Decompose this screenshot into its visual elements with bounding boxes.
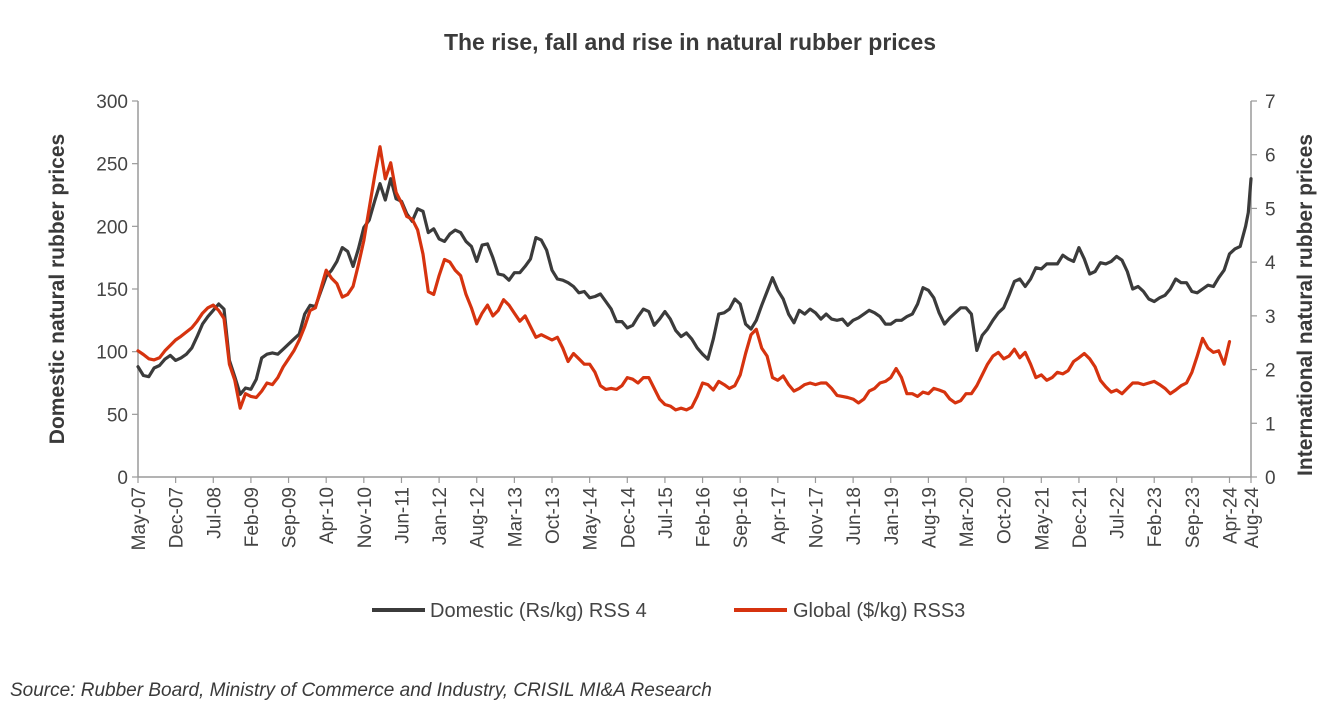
source-note: Source: Rubber Board, Ministry of Commer… bbox=[10, 680, 712, 701]
y-tick-label-right: 3 bbox=[1265, 307, 1276, 328]
series-line-domestic bbox=[136, 177, 1253, 396]
x-tick-label: Sep-23 bbox=[1183, 487, 1204, 548]
rubber-price-chart: The rise, fall and rise in natural rubbe… bbox=[46, 29, 1317, 622]
y-tick-label-left: 300 bbox=[96, 92, 128, 113]
x-tick-label: Apr-24 bbox=[1220, 487, 1241, 544]
x-tick-label: May-07 bbox=[129, 487, 150, 550]
x-tick-label: Jul-08 bbox=[204, 487, 225, 539]
x-tick-label: Feb-23 bbox=[1145, 487, 1166, 547]
y-tick-label-right: 1 bbox=[1265, 414, 1276, 435]
x-tick-label: Apr-17 bbox=[769, 487, 790, 544]
y-axis-title-left: Domestic natural rubber prices bbox=[46, 134, 69, 444]
y-tick-label-left: 150 bbox=[96, 280, 128, 301]
y-tick-label-right: 5 bbox=[1265, 199, 1276, 220]
y-tick-label-left: 250 bbox=[96, 155, 128, 176]
x-tick-label: May-21 bbox=[1032, 487, 1053, 550]
x-tick-label: Aug-24 bbox=[1242, 487, 1263, 549]
series-lines bbox=[136, 145, 1253, 412]
x-tick-label: Jul-15 bbox=[656, 487, 677, 539]
y-tick-label-right: 0 bbox=[1265, 468, 1276, 489]
x-tick-label: Jan-12 bbox=[430, 487, 451, 545]
x-tick-label: Jul-22 bbox=[1108, 487, 1129, 539]
x-tick-label: Nov-10 bbox=[355, 487, 376, 548]
y-tick-label-right: 7 bbox=[1265, 92, 1276, 113]
legend-label-domestic: Domestic (Rs/kg) RSS 4 bbox=[430, 600, 647, 622]
y-tick-label-left: 200 bbox=[96, 217, 128, 238]
x-tick-label: Feb-09 bbox=[242, 487, 263, 547]
x-tick-label: Dec-14 bbox=[618, 487, 639, 549]
x-tick-label: May-14 bbox=[581, 487, 602, 551]
y-tick-label-left: 50 bbox=[107, 405, 128, 426]
y-axis-title-right: International natural rubber prices bbox=[1294, 134, 1317, 476]
x-tick-label: Sep-09 bbox=[280, 487, 301, 548]
y-tick-label-left: 100 bbox=[96, 343, 128, 364]
x-tick-label: Mar-20 bbox=[957, 487, 978, 547]
x-tick-label: Oct-20 bbox=[995, 487, 1016, 544]
x-tick-label: Apr-10 bbox=[317, 487, 338, 544]
x-tick-label: Jun-18 bbox=[844, 487, 865, 545]
x-tick-label: Jan-19 bbox=[882, 487, 903, 545]
axes-group: 0 50 100 150 200 250 300 0 1 2 3 4 5 6 7 May-07 Dec-07 Ju… bbox=[46, 92, 1317, 550]
x-tick-label: Oct-13 bbox=[543, 487, 564, 544]
x-tick-label: Sep-16 bbox=[731, 487, 752, 548]
legend: Domestic (Rs/kg) RSS 4 Global ($/kg) RSS… bbox=[372, 600, 965, 622]
x-tick-label: Jun-11 bbox=[392, 487, 413, 544]
y-tick-label-right: 6 bbox=[1265, 146, 1276, 167]
x-tick-label: Mar-13 bbox=[505, 487, 526, 547]
series-line-global bbox=[136, 145, 1232, 412]
x-tick-label: Dec-07 bbox=[167, 487, 188, 548]
y-tick-label-right: 4 bbox=[1265, 253, 1276, 274]
legend-label-global: Global ($/kg) RSS3 bbox=[793, 600, 965, 622]
x-tick-label: Feb-16 bbox=[694, 487, 715, 547]
x-tick-label: Nov-17 bbox=[806, 487, 827, 548]
x-tick-label: Aug-12 bbox=[468, 487, 489, 548]
y-tick-label-right: 2 bbox=[1265, 361, 1276, 382]
x-tick-label: Aug-19 bbox=[919, 487, 940, 548]
chart-title: The rise, fall and rise in natural rubbe… bbox=[444, 29, 936, 55]
x-tick-label: Dec-21 bbox=[1070, 487, 1091, 548]
y-tick-label-left: 0 bbox=[117, 468, 128, 489]
